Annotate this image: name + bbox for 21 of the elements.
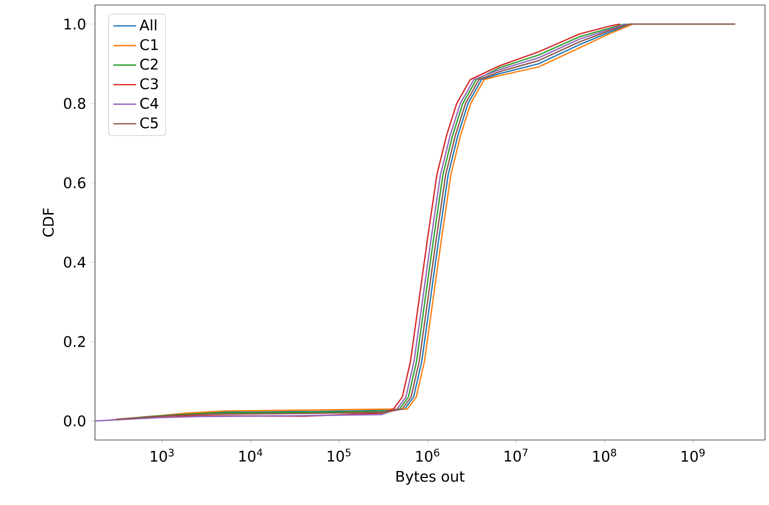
y-tick-label: 0.0: [64, 415, 86, 426]
legend-label: C3: [140, 78, 158, 90]
legend-label: C2: [140, 58, 158, 70]
x-tick-label: 10$^{4}$: [239, 448, 262, 462]
legend-label: All: [140, 19, 156, 30]
x-tick-label: 10$^{6}$: [416, 448, 440, 462]
y-tick-label: 0.2: [64, 336, 85, 348]
x-tick-label: 10$^{3}$: [150, 448, 174, 462]
y-axis-title: CDF: [42, 208, 54, 237]
y-tick-label: 0.6: [64, 177, 86, 188]
y-tick-label: 0.4: [64, 256, 86, 268]
x-tick-label: 10$^{5}$: [328, 448, 351, 462]
x-tick-label: 10$^{8}$: [593, 448, 616, 462]
x-tick-label: 10$^{7}$: [504, 448, 528, 462]
x-axis-title: Bytes out: [396, 470, 465, 485]
y-tick-label: 1.0: [64, 18, 86, 30]
legend-label: C4: [140, 98, 158, 109]
y-tick-label: 0.8: [64, 98, 86, 109]
x-tick-label: 10$^{9}$: [682, 448, 705, 462]
legend-label: C1: [140, 39, 158, 50]
legend-label: C5: [140, 117, 158, 128]
